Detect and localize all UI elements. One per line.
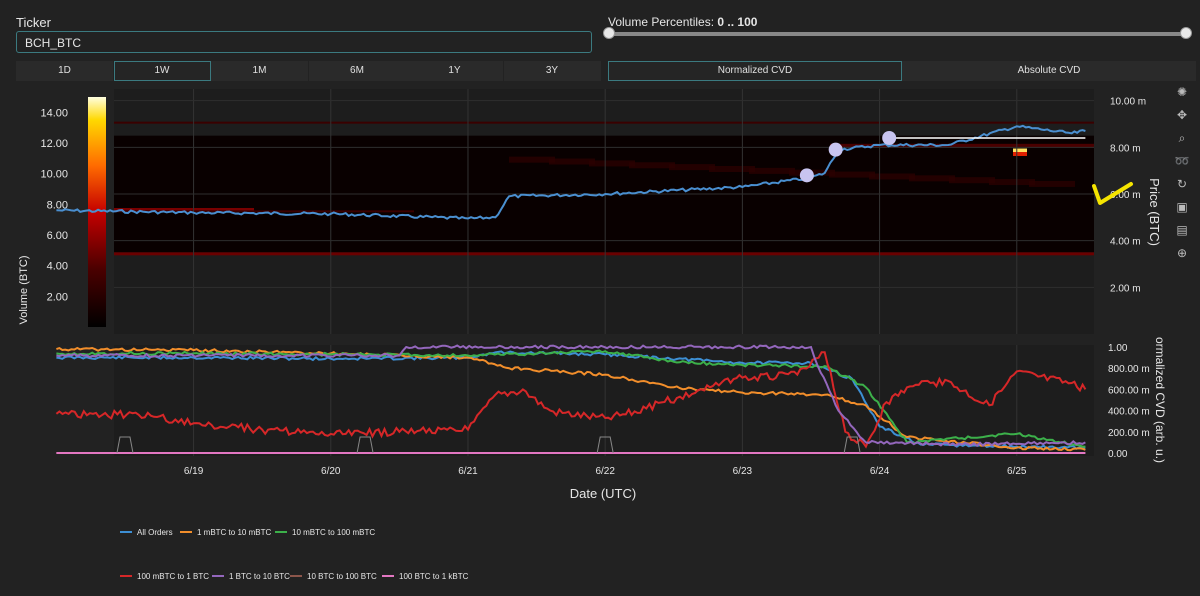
timeframe-button-3y[interactable]: 3Y <box>503 61 601 81</box>
cvd-y-tick: 200.00 m <box>1108 428 1150 439</box>
heatmap-cell <box>949 177 995 184</box>
cvd-spike <box>596 436 614 454</box>
timeframe-button-1d[interactable]: 1D <box>16 61 113 81</box>
cvd-line <box>56 346 1086 452</box>
cvd-spike <box>356 436 374 454</box>
price-marker[interactable] <box>799 168 814 183</box>
colorbar-title: Volume (BTC) <box>18 255 30 324</box>
slider-max-handle[interactable] <box>1180 27 1192 39</box>
x-tick-label: 6/19 <box>184 466 204 477</box>
legend-label[interactable]: 1 BTC to 10 BTC <box>229 572 290 581</box>
x-tick-label: 6/24 <box>870 466 890 477</box>
heatmap-cell <box>709 166 755 172</box>
x-axis-title: Date (UTC) <box>570 486 636 501</box>
pan-icon[interactable]: ✥ <box>1176 108 1188 122</box>
price-y-tick: 2.00 m <box>1110 283 1141 294</box>
colorbar-tick: 8.00 <box>47 199 68 211</box>
zoom-icon[interactable]: ⌕ <box>1178 131 1186 145</box>
cvd-spike <box>116 436 134 454</box>
price-y-tick: 4.00 m <box>1110 237 1141 248</box>
colorbar-tick: 12.00 <box>40 138 68 150</box>
cvd-y-tick: 600.00 m <box>1108 385 1150 396</box>
timeframe-button-1y[interactable]: 1Y <box>406 61 503 81</box>
legend-label[interactable]: 1 mBTC to 10 mBTC <box>197 528 271 537</box>
volume-percentiles-label: Volume Percentiles: 0 .. 100 <box>608 15 757 29</box>
price-line <box>56 124 1086 220</box>
heatmap-cell <box>909 175 955 182</box>
heatmap-cell <box>1029 180 1075 187</box>
colorbar-gradient <box>88 97 106 327</box>
volume-percentiles-title: Volume Percentiles: <box>608 15 715 29</box>
timeframe-button-6m[interactable]: 6M <box>308 61 406 81</box>
cvd-spike <box>843 436 861 454</box>
colorbar-tick: 4.00 <box>47 261 68 273</box>
heatmap-band <box>114 121 1094 124</box>
price-marker[interactable] <box>882 131 897 145</box>
heatmap-band <box>114 208 254 211</box>
heatmap-cell <box>989 179 1035 186</box>
heatmap-cell <box>509 156 555 163</box>
cvd-y-tick: 1.00 <box>1108 343 1128 354</box>
price-y-tick: 8.00 m <box>1110 143 1141 154</box>
legend-label[interactable]: 100 BTC to 1 kBTC <box>399 572 469 581</box>
heatmap-cell <box>629 162 675 169</box>
heatmap-hotspot <box>1013 152 1027 156</box>
cvd-axis-title: ormalized CVD (arb. u.) <box>1153 337 1167 463</box>
heatmap-band <box>114 252 1094 256</box>
legend-label[interactable]: 10 BTC to 100 BTC <box>307 572 377 581</box>
cvd-y-tick: 800.00 m <box>1108 364 1150 375</box>
legend-label[interactable]: 10 mBTC to 100 mBTC <box>292 528 375 537</box>
x-tick-label: 6/23 <box>733 466 753 477</box>
price-marker[interactable] <box>828 142 843 157</box>
checkmark-annotation <box>1092 182 1133 205</box>
heatmap-cell <box>829 171 875 178</box>
colorbar-tick: 14.00 <box>40 107 68 119</box>
spike-lines-icon[interactable]: ⊕ <box>1176 246 1188 260</box>
volume-percentiles-value: 0 .. 100 <box>717 15 758 29</box>
cvd-y-tick: 400.00 m <box>1108 407 1150 418</box>
volume-heatmap <box>114 121 1094 256</box>
heatmap-cell <box>669 164 715 171</box>
legend-label[interactable]: 100 mBTC to 1 BTC <box>137 572 209 581</box>
timeframe-button-1m[interactable]: 1M <box>211 61 308 81</box>
colorbar-tick: 2.00 <box>47 291 68 303</box>
ticker-input[interactable]: BCH_BTC <box>16 31 592 53</box>
colorbar-tick: 6.00 <box>47 230 68 242</box>
cvd-mode-normalized[interactable]: Normalized CVD <box>608 61 902 81</box>
x-tick-label: 6/22 <box>595 466 615 477</box>
x-tick-label: 6/20 <box>321 466 341 477</box>
reset-axes-icon[interactable]: ↻ <box>1176 177 1188 191</box>
colorbar-tick: 10.00 <box>40 169 68 181</box>
price-y-tick: 6.00 m <box>1110 190 1141 201</box>
chart-toolbar: ✺ ✥ ⌕ ➿ ↻ ▣ ▤ ⊕ <box>1172 84 1192 268</box>
x-tick-label: 6/25 <box>1007 466 1027 477</box>
volume-percentiles-slider[interactable] <box>608 32 1186 36</box>
hover-data-icon[interactable]: ▤ <box>1176 223 1188 237</box>
price-y-tick: 10.00 m <box>1110 97 1146 108</box>
cvd-line <box>55 351 1087 449</box>
lasso-select-icon[interactable]: ➿ <box>1174 154 1190 168</box>
slider-min-handle[interactable] <box>603 27 615 39</box>
legend-label[interactable]: All Orders <box>137 528 173 537</box>
heatmap-cell <box>589 160 635 167</box>
heatmap-hotspot <box>1013 148 1027 153</box>
heatmap-band <box>114 210 414 213</box>
save-image-icon[interactable]: ▣ <box>1176 200 1188 214</box>
cvd-line <box>56 344 1086 448</box>
cvd-y-tick: 0.00 <box>1108 449 1128 460</box>
timeframe-button-1w[interactable]: 1W <box>113 61 211 81</box>
colorbar: 2.00 4.00 6.00 8.00 10.00 12.00 14.00 Volume (… <box>18 97 106 327</box>
ticker-label: Ticker <box>16 15 51 30</box>
heatmap-band <box>830 143 1094 148</box>
cvd-mode-absolute[interactable]: Absolute CVD <box>902 61 1196 81</box>
heatmap-cell <box>869 173 915 180</box>
plotly-logo-icon[interactable]: ✺ <box>1176 85 1188 99</box>
price-axis-title: Price (BTC) <box>1147 178 1162 246</box>
x-tick-label: 6/21 <box>458 466 478 477</box>
heatmap-cell <box>549 158 595 165</box>
heatmap-cell <box>749 167 795 174</box>
